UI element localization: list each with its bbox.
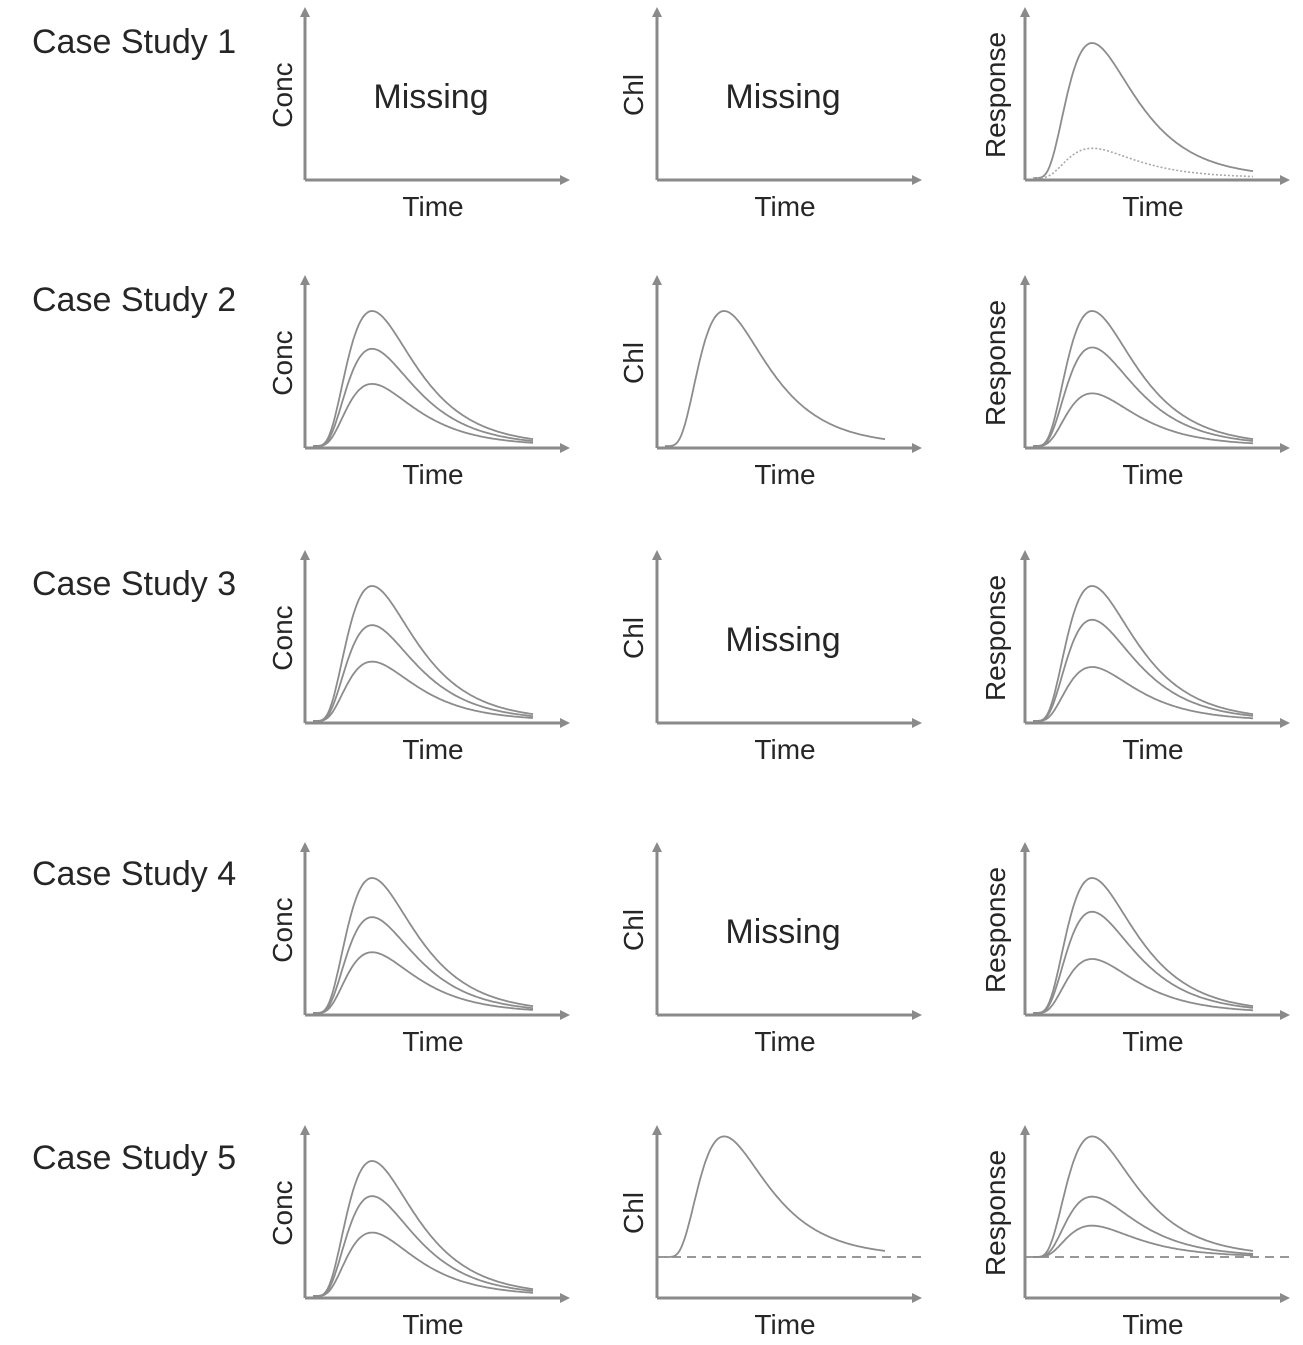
x-axis-label: Time [754,734,815,765]
plot-panel: Response Time [980,550,1290,765]
y-axis-label: Response [980,300,1011,426]
plot-panel: Conc Time [267,842,570,1057]
response-curve [313,347,534,447]
y-axis-label: Conc [267,897,298,962]
x-axis-label: Time [1122,191,1183,222]
response-curve [1033,42,1254,179]
case-study-label: Case Study 4 [32,855,236,893]
plot-panel: Response Time [980,7,1290,222]
x-axis-label: Time [402,1026,463,1057]
case-study-row: Case Study 3 Conc Time Chl Time Missing Respon… [32,550,1290,765]
y-axis-label: Response [980,1150,1011,1276]
x-axis-label: Time [754,191,815,222]
response-curve [313,1195,534,1297]
plot-panel: Conc Time Missing [267,7,570,222]
x-axis-label: Time [1122,1026,1183,1057]
case-study-label: Case Study 3 [32,565,236,603]
case-study-label: Case Study 1 [32,23,236,61]
y-axis-label: Response [980,867,1011,993]
response-curve [1033,877,1254,1014]
response-curve [313,877,534,1014]
missing-label: Missing [725,78,840,116]
response-curve [1033,346,1254,447]
plot-panel: Conc Time [267,550,570,765]
response-curve [313,382,534,447]
x-axis-label: Time [402,1309,463,1340]
plot-panel: Chl Time Missing [618,842,922,1057]
y-axis-label: Chl [618,909,649,951]
y-axis-label: Chl [618,617,649,659]
plot-panel: Chl Time [618,1125,922,1340]
y-axis-label: Conc [267,605,298,670]
plot-panel: Response Time [980,275,1290,490]
response-curve [1033,666,1254,722]
x-axis-label: Time [1122,1309,1183,1340]
response-curve [1033,1224,1254,1258]
response-curve [313,951,534,1014]
x-axis-label: Time [1122,459,1183,490]
case-study-label: Case Study 5 [32,1139,236,1177]
x-axis-label: Time [402,191,463,222]
response-curve [1033,310,1254,447]
x-axis-label: Time [402,459,463,490]
plot-panel: Chl Time Missing [618,550,922,765]
response-curve [1033,1195,1254,1258]
missing-label: Missing [373,78,488,116]
missing-label: Missing [725,913,840,951]
x-axis-label: Time [754,1026,815,1057]
response-curve [1033,585,1254,722]
y-axis-label: Conc [267,62,298,127]
response-curve [1033,618,1254,722]
response-curve [1033,910,1254,1014]
x-axis-label: Time [1122,734,1183,765]
plot-panel: Chl Time Missing [618,7,922,222]
response-curve [313,585,534,722]
x-axis-label: Time [754,1309,815,1340]
y-axis-label: Conc [267,330,298,395]
response-curve [1033,1135,1254,1258]
x-axis-label: Time [402,734,463,765]
case-study-label: Case Study 2 [32,281,236,319]
plot-panel: Response Time [980,1125,1290,1340]
y-axis-label: Chl [618,342,649,384]
y-axis-label: Conc [267,1180,298,1245]
y-axis-label: Response [980,32,1011,158]
response-curve [313,916,534,1014]
response-curve [313,1231,534,1297]
response-curve [665,1135,886,1258]
response-curve [313,1160,534,1297]
x-axis-label: Time [754,459,815,490]
plot-panel: Response Time [980,842,1290,1057]
y-axis-label: Response [980,575,1011,701]
response-curve [665,310,886,447]
response-curve [1033,392,1254,447]
case-study-row: Case Study 4 Conc Time Chl Time Missing Respon… [32,842,1290,1057]
plot-panel: Conc Time [267,1125,570,1340]
response-curve [313,310,534,447]
y-axis-label: Chl [618,1192,649,1234]
plot-panel: Conc Time [267,275,570,490]
response-curve [1033,958,1254,1014]
response-curve [313,624,534,722]
response-curve-dotted [1033,147,1254,179]
missing-label: Missing [725,621,840,659]
y-axis-label: Chl [618,74,649,116]
case-study-row: Case Study 5 Conc Time Chl Time Response Time [32,1125,1290,1340]
case-study-row: Case Study 2 Conc Time Chl Time Response Time [32,275,1290,490]
case-study-row: Case Study 1 Conc Time Missing Chl Time Missin… [32,7,1290,222]
plot-panel: Chl Time [618,275,922,490]
response-curve [313,660,534,722]
